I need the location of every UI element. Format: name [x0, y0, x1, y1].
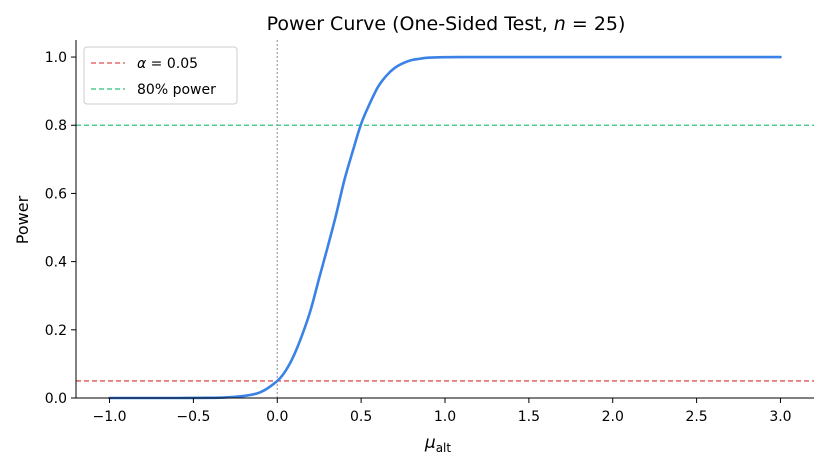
y-tick-label: 0.4 [45, 255, 67, 271]
x-tick-label: 3.0 [769, 409, 791, 425]
legend: α = 0.05 80% power [83, 46, 238, 105]
x-tick-label: 1.0 [434, 409, 456, 425]
x-tick-label: 0.0 [266, 409, 288, 425]
y-tick-label: 0.0 [45, 391, 67, 407]
y-tick-label: 0.8 [45, 118, 67, 134]
legend-alpha-label: α = 0.05 [137, 56, 198, 72]
chart-title: Power Curve (One-Sided Test, n = 25) [267, 13, 626, 35]
plot-area [76, 40, 814, 400]
x-tick-label: −1.0 [93, 409, 127, 425]
y-tick-label: 0.6 [45, 186, 67, 202]
x-tick-label: 1.5 [518, 409, 540, 425]
x-tick-label: 2.0 [602, 409, 624, 425]
legend-box [83, 46, 238, 105]
x-tick-label: 0.5 [350, 409, 372, 425]
power-curve-line-0 [108, 55, 782, 400]
x-tick-label: −0.5 [176, 409, 210, 425]
x-axis-label: μalt [424, 433, 452, 455]
y-tick-label: 0.2 [45, 323, 67, 339]
x-tick-label: 2.5 [685, 409, 707, 425]
y-axis-label: Power [13, 195, 32, 244]
axis-ticks: −1.0 −0.5 0.0 0.5 1.0 1.5 2.0 2.5 3.0 0.0 0.2 0.4 0.… [45, 50, 792, 425]
y-tick-label: 1.0 [45, 50, 67, 66]
legend-80-power-label: 80% power [137, 82, 216, 98]
